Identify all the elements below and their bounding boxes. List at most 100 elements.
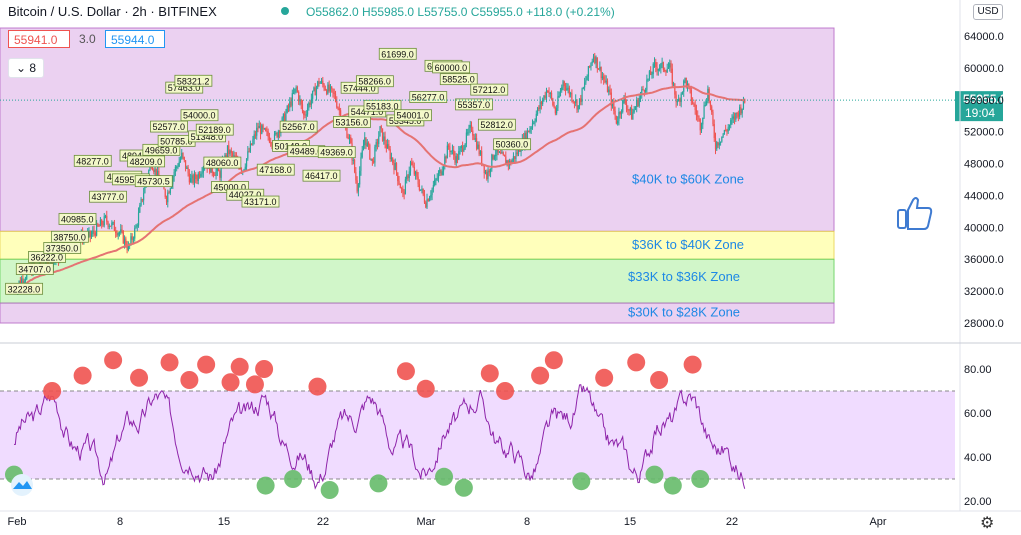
thumb-hand [907, 197, 933, 230]
candle-body [378, 136, 380, 144]
candle-body [92, 230, 94, 235]
annotation-text: 49369.0 [320, 148, 353, 158]
candle-body [409, 162, 412, 172]
candle-body [291, 93, 293, 106]
candle-body [445, 156, 447, 159]
candle-body [646, 79, 648, 90]
candle-body [660, 63, 662, 69]
candle-body [564, 86, 567, 91]
candle-body [202, 167, 204, 173]
candle-body [582, 87, 584, 89]
candle-body [580, 98, 582, 102]
candle-body [547, 90, 549, 93]
candle-body [118, 232, 121, 234]
overbought-marker [104, 351, 123, 370]
annotation-text: 54471.0 [351, 107, 384, 117]
candle-body [115, 230, 117, 234]
candle-body [282, 113, 285, 118]
price-annotation: 48209.0 [127, 155, 166, 168]
candle-body [427, 199, 429, 202]
candle-body [130, 236, 132, 244]
candle-body [692, 101, 694, 104]
symbol-title[interactable]: Bitcoin / U.S. Dollar · 2h · BITFINEX [8, 4, 217, 19]
rsi-tick-label: 20.00 [964, 496, 992, 508]
candle-body [650, 71, 652, 75]
overbought-marker [627, 353, 646, 372]
gear-icon[interactable]: ⚙ [980, 515, 995, 532]
candle-body [277, 131, 279, 138]
candle-body [545, 90, 548, 98]
annotation-text: 48209.0 [130, 157, 163, 167]
price-annotation: 37350.0 [43, 242, 82, 254]
annotation-text: 43171.0 [244, 197, 277, 207]
candle-body [399, 184, 401, 189]
annotation-box [493, 138, 532, 151]
candle-body [326, 90, 328, 94]
candle-body [643, 89, 645, 92]
annotation-box [58, 213, 97, 225]
annotation-text: 40985.0 [61, 214, 94, 224]
candle-body [430, 194, 432, 198]
candle-body [107, 221, 109, 227]
candle-body [436, 178, 438, 180]
candle-body [403, 191, 405, 195]
candle-body [500, 152, 502, 154]
time-tick-label: 22 [317, 516, 329, 528]
annotation-box [409, 91, 448, 103]
candle-body [573, 101, 576, 104]
candle-body [388, 144, 390, 150]
candle-body [219, 171, 221, 178]
candle-body [412, 164, 414, 167]
candle-body [300, 99, 302, 105]
price-annotation: 54001.0 [394, 109, 432, 122]
candle-body [611, 102, 614, 106]
candle-body [200, 174, 202, 177]
candle-body [305, 114, 307, 116]
oversold-marker [284, 470, 303, 488]
candle-body [467, 132, 469, 134]
candle-body [137, 212, 140, 226]
candle-body [370, 158, 372, 160]
candle-body [408, 171, 410, 179]
candle-body [587, 66, 590, 77]
candle-body [741, 108, 743, 114]
candle-body [562, 81, 564, 88]
annotation-text: 57444.0 [343, 83, 376, 93]
candle-body [712, 111, 714, 125]
indicators-toggle-button[interactable]: ⌄ 8 [8, 58, 44, 78]
price-annotation: 40985.0 [58, 213, 97, 225]
annotation-box [241, 195, 280, 208]
candle-body [193, 174, 196, 183]
candle-body [483, 165, 485, 174]
sell-price-box[interactable]: 55941.0 [8, 30, 70, 48]
candle-body [416, 171, 418, 177]
candle-body [132, 238, 135, 240]
annotation-text: 49489.0 [290, 147, 323, 157]
candle-body [669, 63, 671, 68]
annotation-box [455, 98, 493, 111]
tradingview-logo[interactable] [6, 474, 38, 496]
candle-body [230, 150, 232, 153]
candle-body [262, 125, 264, 129]
annotation-box [180, 109, 219, 122]
candle-body [214, 174, 216, 176]
candle-body [197, 173, 199, 181]
candle-body [401, 188, 403, 190]
price-annotation: 43171.0 [241, 195, 280, 208]
candle-body [323, 84, 325, 90]
candle-body [723, 130, 725, 135]
annotation-text: 50785.0 [160, 136, 193, 146]
oversold-marker [435, 467, 454, 486]
buy-price-box[interactable]: 55944.0 [105, 30, 165, 48]
currency-badge[interactable]: USD [973, 4, 1003, 20]
candle-body [681, 91, 684, 94]
candle-body [153, 169, 155, 172]
candle-body [690, 90, 692, 102]
price-tick-label: 36000.0 [964, 254, 1004, 266]
candle-body [740, 107, 742, 114]
candle-body [268, 136, 271, 143]
candle-body [464, 143, 466, 149]
candle-body [398, 181, 400, 185]
candle-body [732, 116, 734, 119]
